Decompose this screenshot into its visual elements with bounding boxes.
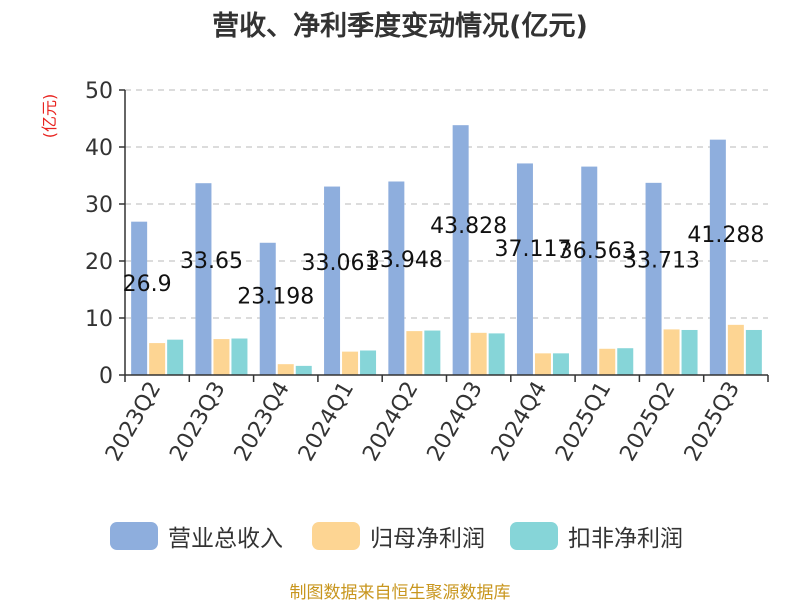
bar-deducted-net-profit bbox=[745, 329, 762, 375]
x-tick-label: 2024Q3 bbox=[423, 378, 488, 466]
legend-swatch-deducted-net-profit bbox=[510, 522, 558, 550]
legend-item-deducted-net-profit[interactable]: 扣非净利润 bbox=[510, 518, 683, 554]
bar-revenue bbox=[131, 221, 148, 375]
legend: 营业总收入 归母净利润 扣非净利润 bbox=[0, 518, 800, 554]
bar-revenue bbox=[195, 183, 212, 375]
bar-revenue bbox=[388, 181, 405, 375]
bar-net-profit bbox=[406, 331, 423, 375]
x-tick-label: 2025Q3 bbox=[680, 378, 745, 466]
y-tick-label: 0 bbox=[99, 364, 113, 389]
bar-revenue bbox=[581, 166, 598, 375]
bar-revenue bbox=[324, 186, 341, 375]
data-label-revenue: 36.563 bbox=[559, 239, 636, 264]
data-source-note: 制图数据来自恒生聚源数据库 bbox=[289, 583, 511, 603]
bar-deducted-net-profit bbox=[231, 338, 248, 375]
legend-label-net-profit: 归母净利润 bbox=[370, 526, 485, 552]
data-label-revenue: 33.713 bbox=[623, 249, 700, 274]
legend-label-revenue: 营业总收入 bbox=[168, 526, 283, 552]
grid-lines bbox=[125, 89, 768, 319]
x-tick-label: 2023Q3 bbox=[165, 378, 230, 466]
data-label-revenue: 33.65 bbox=[180, 249, 243, 274]
bar-revenue bbox=[516, 163, 533, 375]
bar-net-profit bbox=[342, 351, 359, 375]
bar-revenue bbox=[259, 242, 276, 375]
x-tick-label: 2025Q1 bbox=[551, 378, 616, 466]
data-label-revenue: 43.828 bbox=[430, 214, 507, 239]
y-tick-label: 40 bbox=[85, 136, 113, 161]
bar-net-profit bbox=[470, 332, 487, 375]
y-tick-label: 10 bbox=[85, 307, 113, 332]
legend-swatch-revenue bbox=[110, 522, 158, 550]
bar-net-profit bbox=[599, 348, 616, 375]
bar-revenue bbox=[452, 125, 469, 376]
data-label-revenue: 33.948 bbox=[366, 248, 443, 273]
bar-net-profit bbox=[727, 324, 744, 375]
legend-item-net-profit[interactable]: 归母净利润 bbox=[312, 518, 485, 554]
y-tick-label: 30 bbox=[85, 193, 113, 218]
bar-deducted-net-profit bbox=[552, 353, 569, 375]
bar-net-profit bbox=[663, 329, 680, 375]
bar-revenue bbox=[645, 182, 662, 375]
x-tick-label: 2024Q4 bbox=[487, 378, 552, 466]
bar-deducted-net-profit bbox=[167, 339, 184, 375]
x-tick-label: 2025Q2 bbox=[615, 378, 680, 466]
legend-item-revenue[interactable]: 营业总收入 bbox=[110, 518, 283, 554]
legend-label-deducted-net-profit: 扣非净利润 bbox=[568, 526, 683, 552]
bars bbox=[131, 125, 762, 376]
bar-revenue bbox=[709, 139, 726, 375]
x-tick-label: 2023Q4 bbox=[230, 378, 295, 466]
bar-deducted-net-profit bbox=[424, 330, 441, 375]
x-tick-label: 2023Q2 bbox=[101, 378, 166, 466]
legend-swatch-net-profit bbox=[312, 522, 360, 550]
y-tick-label: 50 bbox=[85, 79, 113, 104]
bar-net-profit bbox=[277, 364, 294, 375]
chart-title: 营收、净利季度变动情况(亿元) bbox=[212, 11, 588, 42]
bar-deducted-net-profit bbox=[488, 333, 505, 375]
bar-deducted-net-profit bbox=[360, 350, 377, 375]
data-label-revenue: 37.117 bbox=[494, 237, 571, 262]
bar-deducted-net-profit bbox=[295, 365, 312, 375]
bar-net-profit bbox=[149, 343, 166, 375]
bar-deducted-net-profit bbox=[617, 348, 634, 375]
data-label-revenue: 23.198 bbox=[237, 285, 314, 310]
data-label-revenue: 41.288 bbox=[687, 223, 764, 248]
data-label-revenue: 26.9 bbox=[123, 272, 172, 297]
y-tick-label: 20 bbox=[85, 250, 113, 275]
bar-net-profit bbox=[213, 339, 230, 375]
x-tick-label: 2024Q1 bbox=[294, 378, 359, 466]
data-labels: 26.933.6523.19833.06133.94843.82837.1173… bbox=[123, 214, 765, 310]
data-label-revenue: 33.061 bbox=[302, 251, 379, 276]
bar-deducted-net-profit bbox=[681, 329, 698, 375]
bar-net-profit bbox=[534, 353, 551, 375]
x-tick-label: 2024Q2 bbox=[358, 378, 423, 466]
